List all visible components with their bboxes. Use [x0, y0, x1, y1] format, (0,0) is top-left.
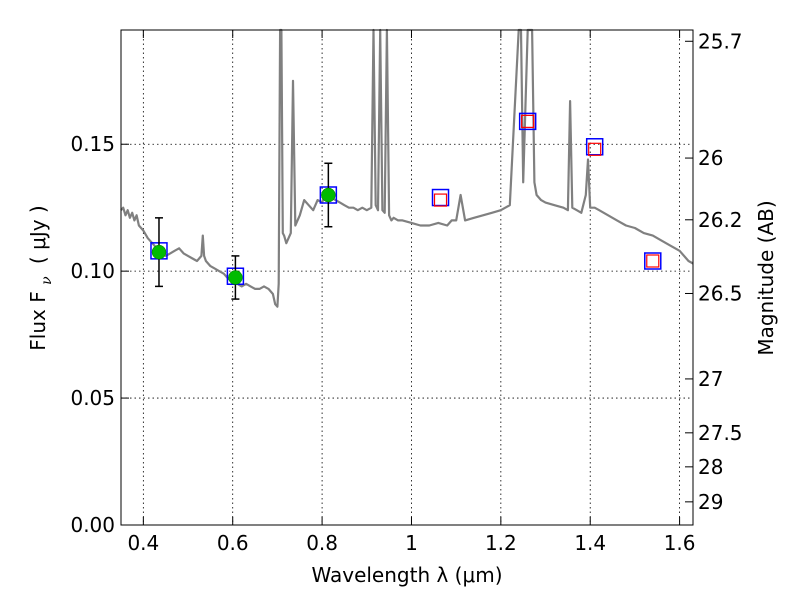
y-axis-label-group: Flux F ν ( μJy ): [26, 205, 56, 350]
x-axis-label: Wavelength λ (μm): [311, 563, 502, 587]
plot-area: [121, 30, 693, 525]
mag-tick-label: 29: [698, 490, 723, 514]
x-tick-label: 1.4: [574, 531, 606, 555]
observed-point: [228, 270, 243, 285]
upper-limit-square: [433, 193, 448, 207]
observed-point: [151, 244, 167, 260]
y2-axis-label: Magnitude (AB): [754, 200, 778, 355]
upper-limit-square: [588, 142, 602, 156]
plot-frame: [120, 29, 694, 526]
mag-tick-label: 26: [698, 146, 723, 170]
marker-layer: [150, 112, 662, 300]
x-tick-label: 0.8: [306, 531, 338, 555]
y-tick-label: 0.05: [70, 386, 115, 410]
x-tick-label: 1.6: [664, 531, 696, 555]
mag-tick-label: 28: [698, 455, 723, 479]
y-tick-label: 0.00: [70, 513, 115, 537]
mag-tick-label: 26.5: [698, 281, 743, 305]
upper-limit-square: [521, 114, 535, 128]
y-tick-label: 0.15: [70, 132, 115, 156]
y-axis-label-main: Flux F: [26, 291, 50, 350]
ticks: 0.4 0.6 0.8 1 1.2 1.4 1.6 0.00 0.05 0.10 0.15 25.7 2…: [70, 29, 742, 555]
y-axis-label-units: ( μJy ): [26, 205, 50, 264]
x-tick-label: 0.6: [217, 531, 249, 555]
mag-tick-label: 25.7: [698, 29, 743, 53]
observed-point: [321, 187, 336, 203]
upper-limit-square: [646, 254, 660, 268]
model-photometry-square: [644, 252, 662, 270]
spectrum-line: [120, 28, 694, 308]
model-photometry-square: [518, 112, 537, 131]
x-tick-label: 1.2: [485, 531, 517, 555]
y-axis-label: Flux F ν ( μJy ): [26, 205, 56, 350]
mag-tick-label: 27: [698, 367, 723, 391]
y-axis-label-subscript: ν: [39, 276, 55, 285]
spectrum-layer: [120, 28, 694, 308]
y-tick-label: 0.10: [70, 259, 115, 283]
x-tick-label: 1: [405, 531, 418, 555]
mag-tick-label: 26.2: [698, 208, 743, 232]
mag-tick-label: 27.5: [698, 421, 743, 445]
x-tick-label: 0.4: [127, 531, 159, 555]
